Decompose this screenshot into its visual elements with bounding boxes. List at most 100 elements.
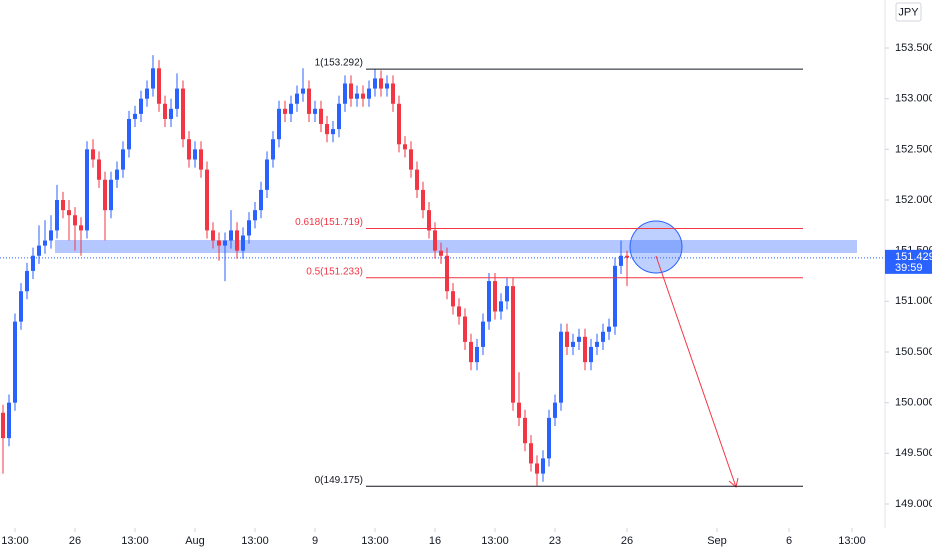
candle-body (577, 336, 581, 342)
x-tick-label: 13:00 (121, 535, 149, 547)
candle-body (541, 458, 545, 474)
x-tick-label: 13:00 (1, 535, 29, 547)
candle-body (223, 240, 227, 246)
candle-body (619, 255, 623, 266)
candle-body (241, 235, 245, 251)
candle-body (235, 230, 239, 251)
candle-body (217, 240, 221, 246)
candle-body (397, 103, 401, 145)
fib-label: 1(153.292) (315, 58, 363, 69)
candle-body (433, 230, 437, 251)
candle-body (67, 210, 71, 216)
candle-body (181, 88, 185, 140)
arrow-head (728, 477, 739, 488)
candle-body (85, 149, 89, 231)
y-tick-label: 152.000 (895, 194, 932, 206)
candle-body (283, 108, 287, 114)
candle-body (247, 220, 251, 236)
fib-label: 0.618(151.719) (295, 217, 363, 228)
candle-body (145, 88, 149, 99)
candle-body (229, 230, 233, 241)
candle-body (391, 83, 395, 104)
candle-body (583, 336, 587, 363)
y-tick-label: 151.000 (895, 295, 932, 307)
candle-body (121, 149, 125, 170)
candle-body (139, 98, 143, 114)
candle-body (13, 321, 17, 403)
candle-body (1, 412, 5, 439)
candle-body (421, 189, 425, 211)
candle-body (361, 93, 365, 99)
candle-body (109, 179, 113, 211)
candle-body (529, 443, 533, 464)
y-tick-label: 150.000 (895, 397, 932, 409)
candle-body (19, 291, 23, 322)
candle-body (199, 149, 203, 170)
candle-body (487, 281, 491, 322)
candle-body (355, 93, 359, 99)
candle-body (475, 346, 479, 363)
candle-body (205, 169, 209, 231)
candle-body (565, 331, 569, 347)
candle-body (91, 149, 95, 160)
candle-body (163, 103, 167, 119)
candle-body (319, 108, 323, 125)
candle-body (595, 341, 599, 347)
currency-box (895, 2, 922, 22)
candle-body (505, 286, 509, 302)
candle-body (403, 144, 407, 150)
candle-body (553, 402, 557, 418)
candle-body (61, 200, 65, 211)
candle-body (211, 230, 215, 241)
candle-body (25, 270, 29, 292)
candle-body (103, 179, 107, 211)
candle-body (415, 169, 419, 190)
candle-body (277, 108, 281, 140)
candle-body (457, 306, 461, 317)
y-tick-label: 153.000 (895, 93, 932, 105)
x-tick-label: Sep (707, 535, 727, 547)
candle-body (175, 88, 179, 109)
candle-body (301, 88, 305, 94)
candle-body (379, 78, 383, 89)
y-tick-label: 149.500 (895, 447, 932, 459)
x-tick-label: 13:00 (481, 535, 509, 547)
candle-body (97, 159, 101, 180)
candle-body (73, 215, 77, 226)
candle-body (127, 118, 131, 150)
candle-body (427, 210, 431, 231)
candle-body (385, 83, 389, 89)
candle-body (439, 250, 443, 256)
candle-body (169, 108, 173, 119)
candle-body (601, 331, 605, 342)
candle-body (499, 301, 503, 312)
candle-body (451, 291, 455, 307)
candle-body (373, 78, 377, 89)
candle-body (409, 149, 413, 170)
candle-body (511, 286, 515, 403)
countdown: 39:59 (895, 262, 923, 274)
last-price-tag (885, 249, 932, 274)
candle-body (307, 88, 311, 114)
candle-body (535, 463, 539, 474)
candle-body (625, 255, 629, 258)
candle-body (607, 326, 611, 332)
candle-body (547, 417, 551, 459)
candle-body (253, 210, 257, 221)
candle-body (493, 281, 497, 312)
currency: JPY (898, 6, 919, 18)
x-tick-label: 13:00 (241, 535, 269, 547)
candle-body (289, 103, 293, 114)
candle-body (313, 108, 317, 114)
plot (1, 55, 629, 486)
arrow (655, 255, 737, 488)
candle-body (265, 159, 269, 190)
candle-body (295, 93, 299, 104)
candle-body (325, 124, 329, 135)
candle-body (193, 149, 197, 160)
support-zone (55, 240, 857, 253)
candle-body (367, 88, 371, 99)
candle-body (463, 316, 467, 342)
candle-body (55, 200, 59, 231)
x-tick-label: 16 (429, 535, 441, 547)
